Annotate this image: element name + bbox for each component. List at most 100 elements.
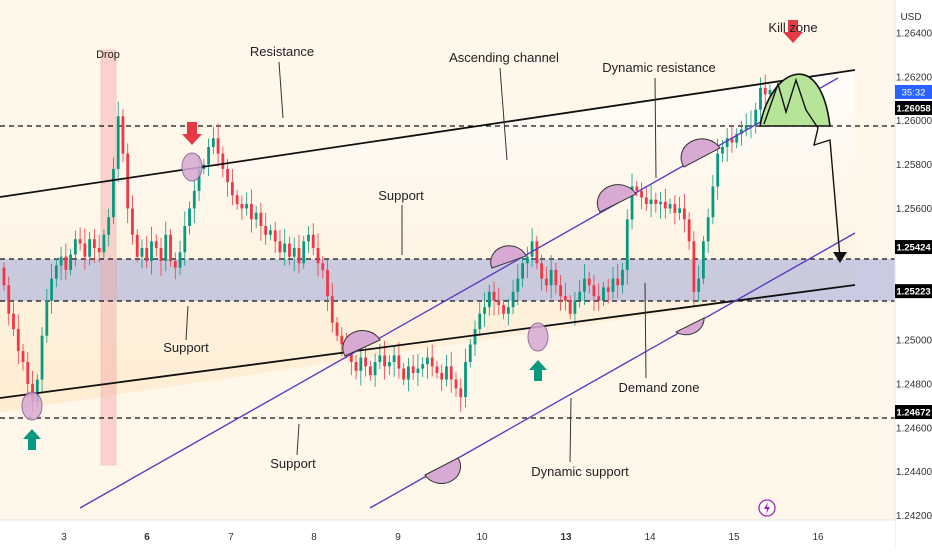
x-tick-label: 14	[644, 532, 656, 543]
pointer-line	[185, 305, 189, 341]
candle-body	[649, 199, 653, 205]
support-label: Support	[378, 188, 424, 203]
y-tick-label: 1.24600	[896, 423, 932, 434]
candle-body	[368, 366, 372, 376]
touch-arc	[674, 317, 705, 336]
candle-body	[506, 307, 510, 314]
pointer-line	[499, 67, 508, 161]
candle-body	[307, 234, 310, 242]
candle-body	[297, 247, 301, 264]
candle-body	[673, 204, 677, 213]
ascending-channel-label: Ascending channel	[449, 50, 559, 65]
candle-body	[197, 168, 201, 191]
candle-body	[554, 269, 558, 286]
candle-body	[273, 230, 277, 242]
candle-body	[88, 239, 92, 257]
candle-body	[216, 138, 220, 154]
price-label-text: 1.24672	[896, 408, 930, 419]
annotation-labels: Drop Resistance Ascending channel Dynami…	[96, 20, 817, 479]
candle-body	[621, 269, 624, 286]
candle-body	[73, 239, 77, 255]
x-tick-label: 7	[228, 532, 234, 543]
kill-zone	[759, 73, 847, 263]
price-label-text: 1.25424	[896, 243, 931, 254]
candle-body	[754, 109, 758, 126]
candle-body	[188, 208, 191, 226]
candle-body	[740, 129, 743, 134]
candle-body	[330, 296, 334, 323]
y-tick-label: 1.26400	[896, 28, 932, 39]
arrow-down-icon	[182, 122, 202, 145]
touch-arc	[424, 457, 462, 484]
candle-body	[50, 278, 53, 301]
touch-arc	[490, 245, 527, 269]
candle-body	[21, 351, 25, 363]
candle-body	[383, 355, 387, 367]
candle-body	[459, 388, 463, 398]
x-tick-label: 8	[311, 532, 317, 543]
candle-body	[763, 87, 767, 95]
candle-body	[473, 329, 477, 345]
candle-body	[606, 287, 610, 292]
candle-body	[573, 300, 577, 314]
candle-body	[373, 362, 377, 376]
candle-body	[678, 208, 682, 213]
candle-body	[744, 125, 748, 130]
candle-body	[102, 234, 106, 253]
candle-body	[630, 186, 634, 220]
candle-body	[521, 263, 524, 279]
channel-upper-line	[0, 69, 856, 198]
candle-body	[592, 285, 596, 297]
candle-body	[468, 344, 472, 363]
candle-body	[568, 300, 572, 314]
candle-body	[578, 291, 582, 301]
arrow-down-icon	[783, 20, 803, 43]
candles-layer	[2, 74, 772, 412]
candle-body	[640, 190, 643, 198]
y-tick-label: 1.24200	[896, 511, 932, 522]
candle-body	[159, 247, 163, 262]
candle-body	[2, 267, 6, 286]
x-tick-label: 13	[560, 532, 572, 543]
drop-highlight-band	[100, 49, 117, 466]
y-tick-label: 1.24400	[896, 467, 932, 478]
candle-body	[183, 225, 187, 253]
candle-body	[730, 138, 734, 143]
candle-body	[502, 304, 505, 314]
support-label: Support	[270, 456, 316, 471]
candle-body	[226, 168, 230, 183]
candle-body	[549, 269, 553, 286]
candle-body	[69, 254, 73, 270]
candle-body	[407, 366, 410, 380]
candle-body	[240, 204, 244, 209]
candle-body	[169, 234, 172, 262]
candle-body	[516, 278, 520, 292]
candle-body	[278, 241, 282, 253]
x-axis-ticks: 3 6 7 8 9 10 13 14 15 16	[61, 532, 824, 543]
candle-body	[364, 357, 367, 367]
candle-body	[150, 241, 153, 262]
lightning-badge[interactable]	[758, 499, 776, 517]
candle-body	[663, 201, 667, 209]
candle-body	[706, 217, 710, 242]
touch-circle	[21, 391, 43, 421]
candle-body	[121, 116, 125, 154]
candle-body	[92, 239, 96, 248]
price-label-box	[895, 240, 932, 255]
candle-body	[478, 313, 482, 330]
time-scale-panel	[0, 520, 895, 550]
dynamic-resistance-label: Dynamic resistance	[602, 60, 715, 75]
candle-body	[207, 147, 210, 165]
candle-body	[221, 153, 225, 169]
x-tick-label: 6	[144, 532, 150, 543]
touch-arc	[680, 138, 721, 168]
candle-body	[697, 278, 701, 292]
candle-body	[78, 239, 82, 244]
candle-body	[97, 247, 101, 253]
support-label: Support	[163, 340, 209, 355]
candle-body	[250, 204, 253, 220]
candle-body	[544, 278, 548, 286]
candle-body	[721, 147, 724, 154]
candle-body	[131, 208, 134, 235]
